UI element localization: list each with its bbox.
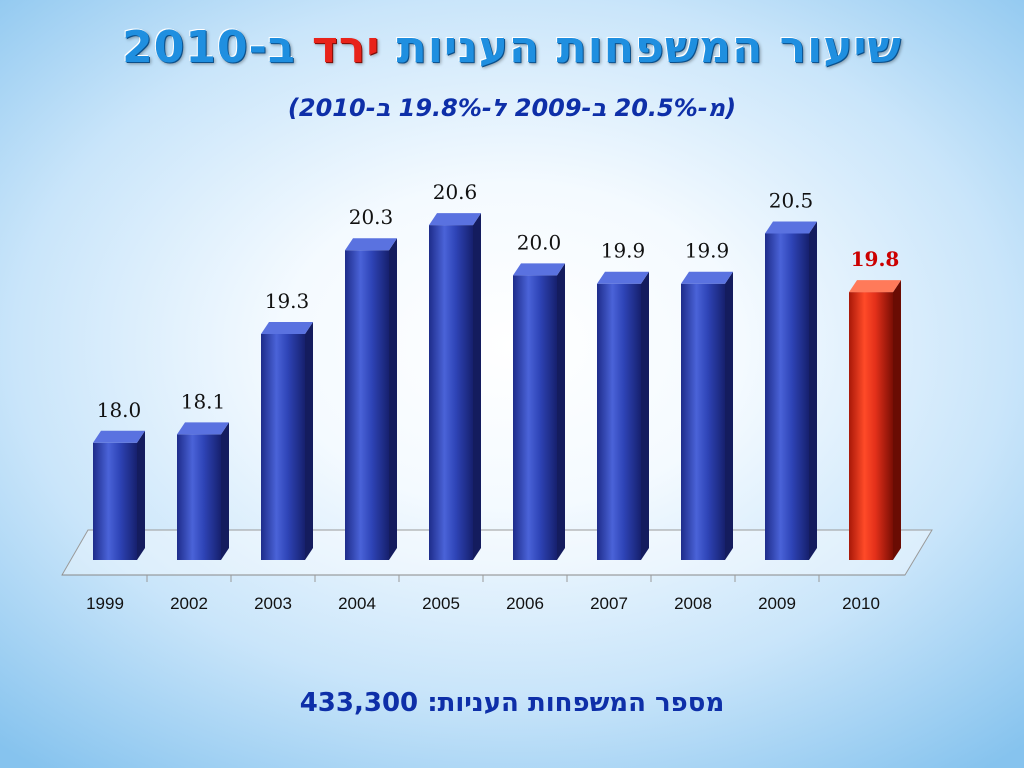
bar-top-2002 xyxy=(177,422,229,435)
tick-label-2006: 2006 xyxy=(506,594,544,613)
bar-top-2010 xyxy=(849,280,901,293)
bar-2004 xyxy=(345,238,397,561)
x-axis-tick-labels: 1999 2002 2003 2004 2005 2006 2007 2008 2009 2010 xyxy=(86,575,880,613)
title-accent: ירד xyxy=(312,22,381,73)
bar-2008 xyxy=(681,271,733,560)
tick-label-2003: 2003 xyxy=(254,594,292,613)
bar-1999 xyxy=(93,430,145,560)
tick-label-2005: 2005 xyxy=(422,594,460,613)
bar-side-2006 xyxy=(557,263,565,560)
bar-top-2004 xyxy=(345,238,397,251)
poor-families-count: מספר המשפחות העניות: 433,300 xyxy=(0,688,1024,718)
bar-side-2005 xyxy=(473,213,481,560)
bar-front-2010 xyxy=(849,292,893,560)
data-label-2007: 19.9 xyxy=(601,239,646,263)
title-tail: ב-2010 xyxy=(122,22,296,73)
data-label-1999: 18.0 xyxy=(97,398,142,422)
bar-top-2009 xyxy=(765,221,817,234)
bar-2005 xyxy=(429,213,481,560)
data-label-2009: 20.5 xyxy=(769,188,814,212)
bar-front-2007 xyxy=(597,283,641,560)
bar-2007 xyxy=(597,271,649,560)
data-label-2005: 20.6 xyxy=(433,180,478,204)
bar-front-2006 xyxy=(513,275,557,560)
bar-side-2010 xyxy=(893,280,901,560)
bar-top-2005 xyxy=(429,213,481,226)
tick-label-2004: 2004 xyxy=(338,594,376,613)
bar-2009 xyxy=(765,221,817,560)
bar-2006 xyxy=(513,263,565,560)
bar-side-2002 xyxy=(221,422,229,560)
chart-title: שיעור המשפחות העניות ירד ב-2010 xyxy=(0,22,1024,73)
bar-front-2004 xyxy=(345,250,389,561)
bars-group xyxy=(93,213,901,561)
tick-label-1999: 1999 xyxy=(86,594,124,613)
bar-top-2003 xyxy=(261,321,313,334)
data-label-2002: 18.1 xyxy=(181,389,226,413)
bar-side-2007 xyxy=(641,271,649,560)
bar-front-1999 xyxy=(93,442,137,560)
tick-label-2007: 2007 xyxy=(590,594,628,613)
bar-2002 xyxy=(177,422,229,560)
bar-front-2009 xyxy=(765,233,809,560)
bar-front-2008 xyxy=(681,283,725,560)
data-labels-group: 18.0 18.1 19.3 20.3 20.6 20.0 19.9 19.9 20.5 19.8 xyxy=(97,180,900,422)
chart-subtitle: (מ-20.5% ב-2009 ל-19.8% ב-2010) xyxy=(287,94,737,122)
bar-side-2003 xyxy=(305,321,313,560)
footer-value: 433,300 xyxy=(299,688,419,718)
data-label-2008: 19.9 xyxy=(685,239,730,263)
title-main: שיעור המשפחות העניות xyxy=(396,22,902,73)
tick-label-2008: 2008 xyxy=(674,594,712,613)
bar-side-2009 xyxy=(809,221,817,560)
bar-2010 xyxy=(849,280,901,560)
tick-label-2002: 2002 xyxy=(170,594,208,613)
bar-top-2007 xyxy=(597,271,649,284)
data-label-2003: 19.3 xyxy=(265,289,310,313)
bar-front-2005 xyxy=(429,225,473,560)
data-label-2010: 19.8 xyxy=(851,247,900,271)
bar-side-2008 xyxy=(725,271,733,560)
bar-top-1999 xyxy=(93,430,145,443)
footer-label: מספר המשפחות העניות: xyxy=(427,688,725,718)
tick-label-2009: 2009 xyxy=(758,594,796,613)
data-label-2006: 20.0 xyxy=(517,230,562,254)
bar-side-2004 xyxy=(389,238,397,561)
bar-front-2002 xyxy=(177,434,221,560)
data-label-2004: 20.3 xyxy=(349,205,394,229)
bar-top-2006 xyxy=(513,263,565,276)
bar-top-2008 xyxy=(681,271,733,284)
bar-2003 xyxy=(261,321,313,560)
tick-label-2010: 2010 xyxy=(842,594,880,613)
bar-front-2003 xyxy=(261,333,305,560)
bar-side-1999 xyxy=(137,430,145,560)
